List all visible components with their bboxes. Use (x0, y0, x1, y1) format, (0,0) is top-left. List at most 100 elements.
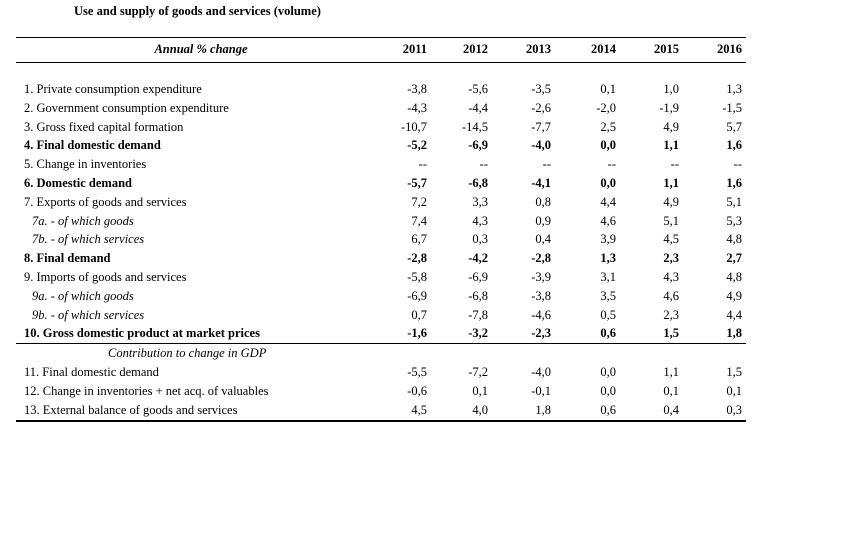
table-cell: -4,6 (531, 307, 551, 322)
table-body: 1. Private consumption expenditure -3,8 -5… (16, 63, 746, 420)
table-cell: 0,5 (600, 307, 616, 322)
table-cell: -6,8 (468, 288, 488, 303)
table-cell: 1,8 (535, 402, 551, 417)
row-label: 10. Gross domestic product at market pri… (24, 326, 260, 341)
row-label: 9. Imports of goods and services (24, 269, 187, 284)
row-label: 7a. - of which goods (32, 213, 134, 228)
table-cell: 0,9 (535, 213, 551, 228)
table-cell: 0,1 (600, 82, 616, 96)
table-cell: -2,8 (531, 251, 551, 266)
table-row: 2. Government consumption expenditure -4,… (16, 99, 746, 118)
table-cell: -7,8 (468, 307, 488, 322)
table-cell: 1,1 (663, 138, 679, 153)
table-cell: 1,1 (663, 175, 679, 190)
table-cell: -5,6 (468, 82, 488, 96)
table-cell: -0,6 (407, 383, 427, 398)
table-cell: 4,8 (726, 269, 742, 284)
table-title: Use and supply of goods and services (vo… (74, 4, 321, 18)
table-cell: 4,4 (726, 307, 742, 322)
row-label: 3. Gross fixed capital formation (24, 119, 184, 134)
year-header: 2014 (591, 42, 616, 56)
table-cell: -5,5 (407, 364, 427, 379)
table-cell: -6,9 (468, 138, 488, 153)
table-cell: -3,5 (531, 82, 551, 96)
table-cell: 3,5 (600, 288, 616, 303)
table-row: 1. Private consumption expenditure -3,8 -5… (16, 80, 746, 99)
table-cell: 7,4 (411, 213, 427, 228)
table-cell: 1,5 (663, 326, 679, 341)
table-row: 7b. - of which services 6,7 0,3 0,4 3,9 4,5 4,… (16, 230, 746, 249)
row-label: 6. Domestic demand (24, 175, 132, 190)
table-cell: 0,8 (535, 194, 551, 209)
table-cell: 4,9 (663, 194, 679, 209)
row-label: 2. Government consumption expenditure (24, 100, 229, 115)
table-cell: 3,1 (600, 269, 616, 284)
row-label: Contribution to change in GDP (108, 346, 267, 361)
row-label: 5. Change in inventories (24, 157, 147, 172)
table-cell: 0,7 (411, 307, 427, 322)
table-cell: 7,2 (411, 194, 427, 209)
table-cell: 0,1 (472, 383, 488, 398)
row-label: 4. Final domestic demand (24, 138, 161, 153)
table-cell: 1,3 (600, 251, 616, 266)
table-cell: -6,9 (468, 269, 488, 284)
table-cell: -2,3 (531, 326, 551, 341)
table-cell: 5,7 (726, 119, 742, 134)
table-cell: -5,7 (407, 175, 427, 190)
table-cell: 4,0 (472, 402, 488, 417)
data-table: Annual % change 2011 2012 2013 2014 2015… (16, 37, 746, 423)
row-label: 7. Exports of goods and services (24, 194, 187, 209)
table-cell: -4,2 (468, 251, 488, 266)
table-cell: 5,1 (726, 194, 742, 209)
table-row: 13. External balance of goods and servic… (16, 401, 746, 420)
table-cell: 0,1 (726, 383, 742, 398)
table-row: 9b. - of which services 0,7 -7,8 -4,6 0,5 2,3… (16, 306, 746, 325)
table-row: 7. Exports of goods and services 7,2 3,3 0,… (16, 193, 746, 212)
table-cell: -0,1 (531, 383, 551, 398)
table-cell: -3,2 (468, 326, 488, 341)
table-cell: 0,0 (600, 138, 616, 153)
table-cell: 4,4 (600, 194, 616, 209)
table-cell: -10,7 (400, 119, 427, 134)
table-cell: -5,2 (407, 138, 427, 153)
table-cell: 0,6 (600, 402, 616, 417)
year-header: 2013 (526, 42, 551, 56)
table-cell: 6,7 (411, 232, 427, 247)
table-cell: 0,1 (663, 383, 679, 398)
table-cell: 0,4 (663, 402, 679, 417)
table-row: 9a. - of which goods -6,9 -6,8 -3,8 3,5 4,6 4,… (16, 287, 746, 306)
table-row: 7a. - of which goods 7,4 4,3 0,9 4,6 5,1 5,3 (16, 212, 746, 231)
table-cell: 2,3 (663, 307, 679, 322)
table-cell: 1,5 (726, 364, 742, 379)
table-cell: 5,3 (726, 213, 742, 228)
row-label: 7b. - of which services (32, 232, 145, 247)
table-row: 6. Domestic demand -5,7 -6,8 -4,1 0,0 1,1 1,6 (16, 174, 746, 193)
table-cell: -6,9 (407, 288, 427, 303)
table-row: 11. Final domestic demand -5,5 -7,2 -4,0 0,0… (16, 363, 746, 382)
table-cell: -- (542, 157, 551, 172)
header-label: Annual % change (154, 42, 248, 56)
row-label: 1. Private consumption expenditure (24, 82, 202, 96)
table-cell: -4,1 (531, 175, 551, 190)
table-cell: 4,3 (663, 269, 679, 284)
table-cell: 4,3 (472, 213, 488, 228)
table-cell: -14,5 (461, 119, 488, 134)
table-row: 3. Gross fixed capital formation -10,7 -14… (16, 118, 746, 137)
table-cell: -3,9 (531, 269, 551, 284)
table-cell: 1,8 (726, 326, 742, 341)
row-label: 12. Change in inventories + net acq. of … (24, 383, 269, 398)
row-label: 11. Final domestic demand (24, 364, 159, 379)
table-cell: 2,7 (726, 251, 742, 266)
table-cell: -- (670, 157, 679, 172)
table-cell: -- (733, 157, 742, 172)
table-cell: -4,0 (531, 138, 551, 153)
table-cell: 0,6 (600, 326, 616, 341)
table-cell: -7,2 (468, 364, 488, 379)
table-cell: 3,9 (600, 232, 616, 247)
table-cell: 1,6 (726, 138, 742, 153)
year-header: 2015 (654, 42, 679, 56)
table-row: 10. Gross domestic product at market pri… (16, 324, 746, 345)
row-label: 13. External balance of goods and servic… (24, 402, 238, 417)
section-subheading: Contribution to change in GDP (16, 344, 746, 363)
table-cell: 4,9 (726, 288, 742, 303)
